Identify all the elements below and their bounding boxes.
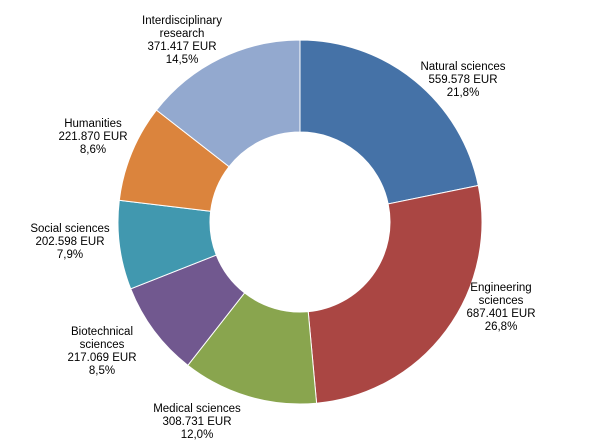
slice-engineering-sciences [307,184,483,404]
slice-label-value: 221.870 EUR [58,131,127,143]
slice-label-name: Natural sciences [420,61,505,73]
slice-label-name: Medical sciences [153,403,241,415]
slice-label-value: 371.417 EUR [147,41,216,53]
slice-label-percent: 8,5% [89,365,115,377]
slice-label-name: research [160,28,205,40]
slice-label-percent: 12,0% [181,429,214,441]
slice-label-value: 559.578 EUR [428,74,497,86]
slice-label-name: Interdisciplinary [142,15,222,27]
slice-label-name: Biotechnical [71,326,133,338]
slice-interdisciplinary-research [155,39,301,168]
slice-label-value: 687.401 EUR [466,308,535,320]
slice-natural-sciences [299,39,479,205]
slice-label-value: 202.598 EUR [35,236,104,248]
slice-label-name: sciences [80,339,125,351]
slice-label-percent: 8,6% [80,144,106,156]
slice-label-percent: 26,8% [485,321,518,333]
slice-label-name: Engineering [470,282,531,294]
slice-label-value: 217.069 EUR [67,352,136,364]
donut-slices [117,39,483,405]
slice-label-percent: 21,8% [447,87,480,99]
slice-label-percent: 14,5% [166,54,199,66]
slice-label-name: sciences [479,295,524,307]
slice-label-name: Social sciences [30,223,110,235]
slice-label-percent: 7,9% [57,249,83,261]
slice-label-name: Humanities [64,118,122,130]
slice-label-value: 308.731 EUR [162,416,231,428]
